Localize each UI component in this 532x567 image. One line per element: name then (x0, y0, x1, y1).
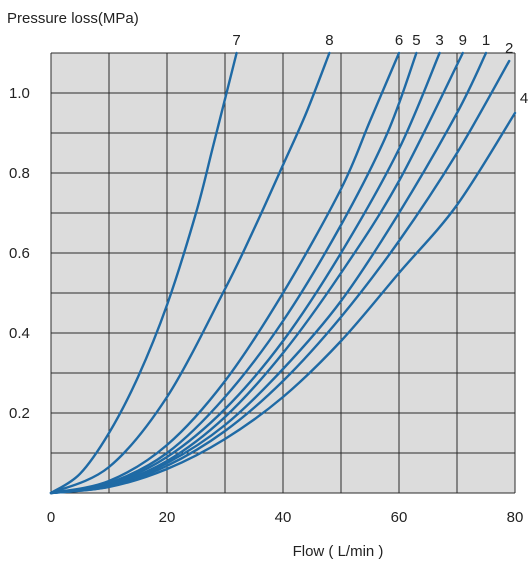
curve-label-2: 2 (505, 40, 513, 57)
x-tick-label: 20 (159, 509, 176, 526)
y-tick-label: 0.4 (9, 325, 30, 342)
curve-7 (49, 51, 238, 495)
curve-label-9: 9 (459, 32, 467, 49)
x-tick-label: 40 (275, 509, 292, 526)
curve-label-3: 3 (435, 32, 443, 49)
y-tick-label: 0.6 (9, 245, 30, 262)
curve-3 (49, 51, 441, 495)
curve-8 (49, 51, 331, 495)
x-tick-label: 0 (47, 509, 55, 526)
y-tick-label: 0.2 (9, 405, 30, 422)
tick-labels: 0 20 40 60 80 0.2 0.4 0.6 0.8 1.0 (9, 85, 523, 526)
curve-6 (49, 51, 401, 495)
curve-5 (49, 51, 418, 495)
curve-label-7: 7 (232, 32, 240, 49)
x-tick-label: 60 (391, 509, 408, 526)
curve-2 (49, 59, 511, 495)
y-tick-label: 0.8 (9, 165, 30, 182)
curves (49, 51, 517, 495)
x-tick-label: 80 (507, 509, 524, 526)
y-tick-label: 1.0 (9, 85, 30, 102)
curve-label-8: 8 (325, 32, 333, 49)
curve-label-4: 4 (520, 90, 528, 107)
curve-label-6: 6 (395, 32, 403, 49)
curve-1 (49, 51, 488, 495)
curve-label-5: 5 (412, 32, 420, 49)
curve-4 (49, 111, 517, 495)
curve-label-1: 1 (482, 32, 490, 49)
curve-labels: 7 8 6 5 3 9 1 2 4 (232, 32, 528, 107)
x-axis-label: Flow ( L/min ) (293, 543, 384, 560)
y-axis-label: Pressure loss(MPa) (7, 10, 139, 27)
